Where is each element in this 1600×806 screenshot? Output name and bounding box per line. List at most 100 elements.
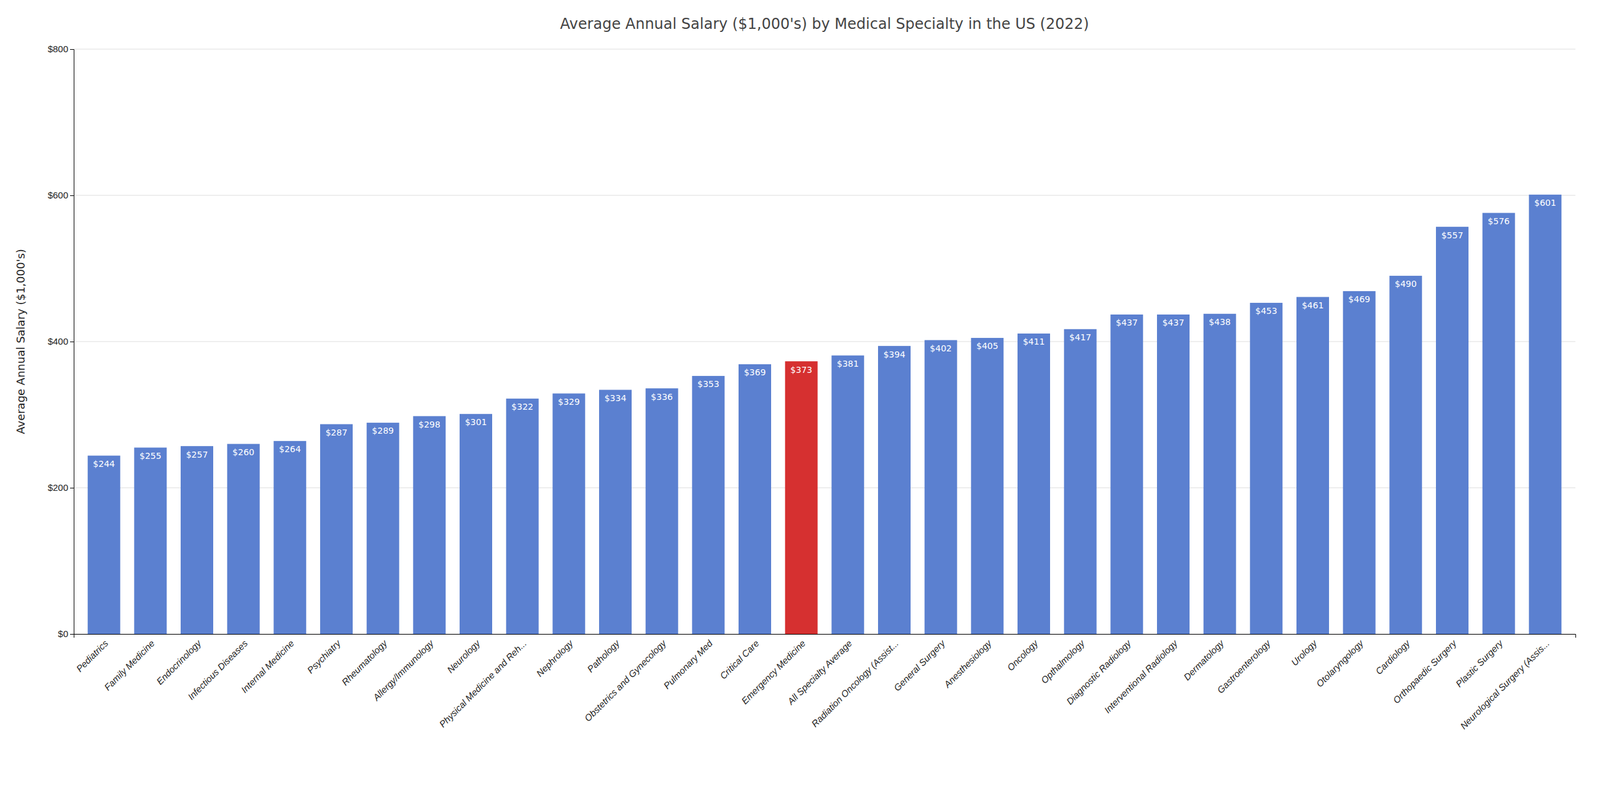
x-tick-label: Obstetrics and Gynecology: [582, 637, 669, 724]
y-tick-mark: [70, 341, 74, 343]
bar: [1435, 226, 1469, 635]
data-label: $264: [278, 444, 302, 455]
bar: [87, 455, 121, 635]
data-label: $301: [465, 417, 488, 428]
y-tick: $0: [57, 628, 74, 640]
data-label: $260: [232, 447, 255, 458]
data-label: $601: [1534, 197, 1557, 208]
grid: [73, 49, 1576, 635]
data-label: $438: [1208, 317, 1231, 327]
x-tick: Psychiatry: [304, 637, 343, 676]
x-tick-label: Radiation Oncology (Assist...: [809, 637, 901, 729]
x-tick: Orthopaedic Surgery: [1390, 637, 1459, 706]
title: Average Annual Salary ($1,000's) by Medi…: [560, 15, 1090, 33]
y-tick: $200: [47, 482, 74, 493]
y-tick-mark: [70, 195, 74, 197]
y-tick-label: $600: [47, 189, 69, 201]
bar: [831, 355, 864, 635]
bar: [645, 388, 679, 635]
x-tick-label: Dermatology: [1181, 637, 1227, 683]
x-axis-line: [74, 634, 1577, 639]
y-tick-mark: [70, 634, 74, 635]
x-tick: Otolaryngology: [1314, 637, 1366, 689]
x-tick-label: Nephrology: [533, 637, 576, 679]
x-tick-label: Urology: [1289, 637, 1320, 668]
bar: [970, 337, 1004, 635]
bar: [1296, 296, 1330, 635]
x-tick: Opthalmology: [1039, 637, 1088, 686]
bar: [133, 447, 167, 635]
y-tick-label: $800: [47, 43, 69, 55]
bar: [1389, 275, 1422, 635]
x-tick: Internal Medicine: [239, 637, 297, 695]
data-label: $461: [1301, 300, 1325, 311]
x-tick: Physical Medicine and Reh...: [436, 637, 529, 730]
chart: $244$255$257$260$264$287$289$298$301$322…: [0, 0, 1600, 806]
x-tick-label: Endocrinology: [154, 637, 204, 687]
bar: [320, 423, 353, 635]
bar: [1064, 329, 1097, 635]
y-axis: $0 $200 $400 $600 $800: [47, 43, 75, 640]
x-tick-label: Rheumatology: [339, 637, 390, 687]
x-tick: Pathology: [584, 637, 622, 675]
x-tick-label: Neurological Surgery (Assis...: [1458, 637, 1552, 732]
x-tick: Neurology: [444, 637, 483, 675]
bar: [1110, 314, 1143, 635]
data-label: $381: [836, 358, 859, 369]
x-tick-label: Critical Care: [717, 637, 761, 681]
y-axis-title: Average Annual Salary ($1,000's): [14, 248, 28, 435]
bar: [691, 376, 725, 635]
y-tick-label: $200: [47, 482, 69, 493]
bar: [552, 393, 585, 635]
bar: [366, 422, 400, 635]
bar: [924, 340, 958, 635]
bar: [785, 361, 818, 635]
data-label: $322: [511, 401, 534, 412]
data-label: $334: [604, 393, 627, 404]
x-tick: Anesthesiology: [941, 637, 995, 691]
data-label: $437: [1115, 317, 1138, 328]
data-label: $437: [1162, 317, 1185, 328]
y-tick: $600: [47, 189, 74, 201]
y-tick-mark: [70, 487, 74, 489]
data-label: $402: [929, 343, 952, 354]
bar: [506, 398, 539, 635]
x-tick: Gastroenterology: [1214, 637, 1273, 695]
x-tick: Dermatology: [1181, 637, 1227, 683]
x-tick-label: Plastic Surgery: [1453, 637, 1506, 689]
y-tick: $400: [47, 336, 74, 347]
x-tick: Pulmonary Med: [661, 637, 715, 692]
bar: [412, 415, 446, 635]
x-tick-label: Infectious Diseases: [185, 637, 250, 702]
x-tick-label: Interventional Radiology: [1102, 637, 1181, 716]
x-tick: Allergy/Immunology: [370, 637, 437, 703]
bar: [878, 345, 911, 635]
x-tick: Infectious Diseases: [185, 637, 250, 702]
y-tick: $800: [47, 43, 74, 55]
x-tick-label: Anesthesiology: [941, 637, 995, 691]
x-tick-label: Cardiology: [1373, 637, 1413, 677]
x-tick-label: Physical Medicine and Reh...: [436, 637, 529, 730]
data-label: $490: [1394, 278, 1417, 289]
x-tick: Interventional Radiology: [1102, 637, 1181, 716]
y-tick-label: $400: [47, 336, 69, 347]
x-tick: Urology: [1289, 637, 1320, 668]
data-label: $244: [92, 458, 115, 469]
x-tick-label: Orthopaedic Surgery: [1390, 637, 1459, 706]
data-label: $336: [650, 392, 673, 402]
grid-line: [73, 195, 1576, 197]
x-tick-label: Oncology: [1005, 637, 1041, 673]
bar: [1482, 213, 1516, 635]
x-tick: Nephrology: [533, 637, 576, 679]
bar: [1203, 313, 1237, 635]
bar: [1249, 302, 1283, 635]
grid-line: [73, 49, 1576, 50]
x-tick: Rheumatology: [339, 637, 390, 687]
x-tick: Obstetrics and Gynecology: [582, 637, 669, 724]
x-tick-label: Allergy/Immunology: [370, 637, 437, 703]
bars: [87, 194, 1562, 635]
bar: [1528, 194, 1562, 635]
data-label: $411: [1023, 336, 1046, 347]
y-tick-mark: [70, 49, 74, 50]
x-axis: PediatricsFamily MedicineEndocrinologyIn…: [73, 634, 1576, 732]
